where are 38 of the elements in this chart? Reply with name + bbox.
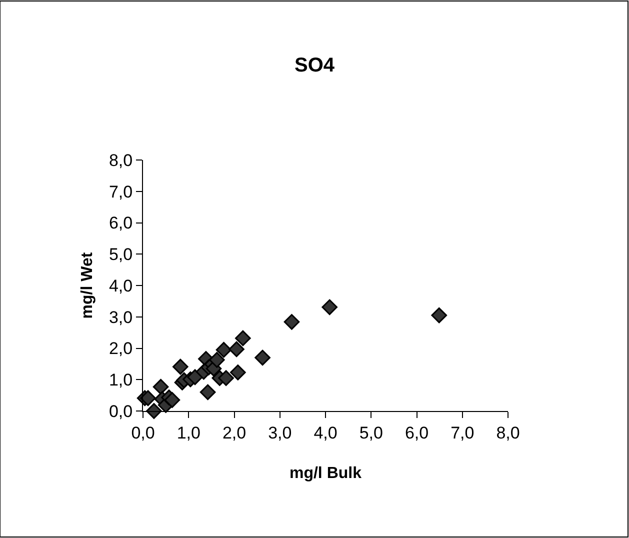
y-tick-label: 7,0 xyxy=(108,182,133,202)
point xyxy=(200,384,216,400)
point xyxy=(209,352,225,368)
y-tick-label: 2,0 xyxy=(108,339,133,358)
point xyxy=(254,350,270,366)
y-tick-label: 3,0 xyxy=(108,308,133,327)
point xyxy=(152,378,169,395)
y-tick-label: 1,0 xyxy=(108,370,133,390)
point xyxy=(322,299,338,316)
x-tick-label: 4,0 xyxy=(314,423,338,442)
point xyxy=(228,341,244,358)
y-axis-title: mg/l Wet xyxy=(78,252,96,319)
x-tick-label: 8,0 xyxy=(496,423,520,442)
point xyxy=(164,392,180,408)
point xyxy=(216,342,232,358)
point xyxy=(187,369,203,386)
point xyxy=(235,330,251,346)
x-axis-title: mg/l Bulk xyxy=(289,465,362,482)
point xyxy=(140,390,156,406)
x-tick-label: 5,0 xyxy=(359,423,383,442)
x-tick-label: 7,0 xyxy=(450,423,474,442)
y-tick-label: 4,0 xyxy=(108,276,133,296)
point xyxy=(146,403,162,419)
point xyxy=(218,370,234,386)
point xyxy=(431,307,448,324)
y-tick-label: 8,0 xyxy=(108,150,133,170)
y-tick-label: 6,0 xyxy=(108,214,133,233)
x-tick-label: 0,0 xyxy=(131,423,155,442)
x-tick-label: 2,0 xyxy=(222,423,246,442)
chart-title: SO4 xyxy=(294,54,336,77)
x-tick-label: 6,0 xyxy=(404,423,429,442)
y-tick-label: 0,0 xyxy=(108,402,133,421)
x-tick-label: 3,0 xyxy=(268,423,292,442)
point xyxy=(230,364,246,380)
point xyxy=(284,314,300,330)
y-tick-label: 5,0 xyxy=(108,245,133,264)
x-tick-label: 1,0 xyxy=(176,423,200,442)
point xyxy=(172,358,188,375)
